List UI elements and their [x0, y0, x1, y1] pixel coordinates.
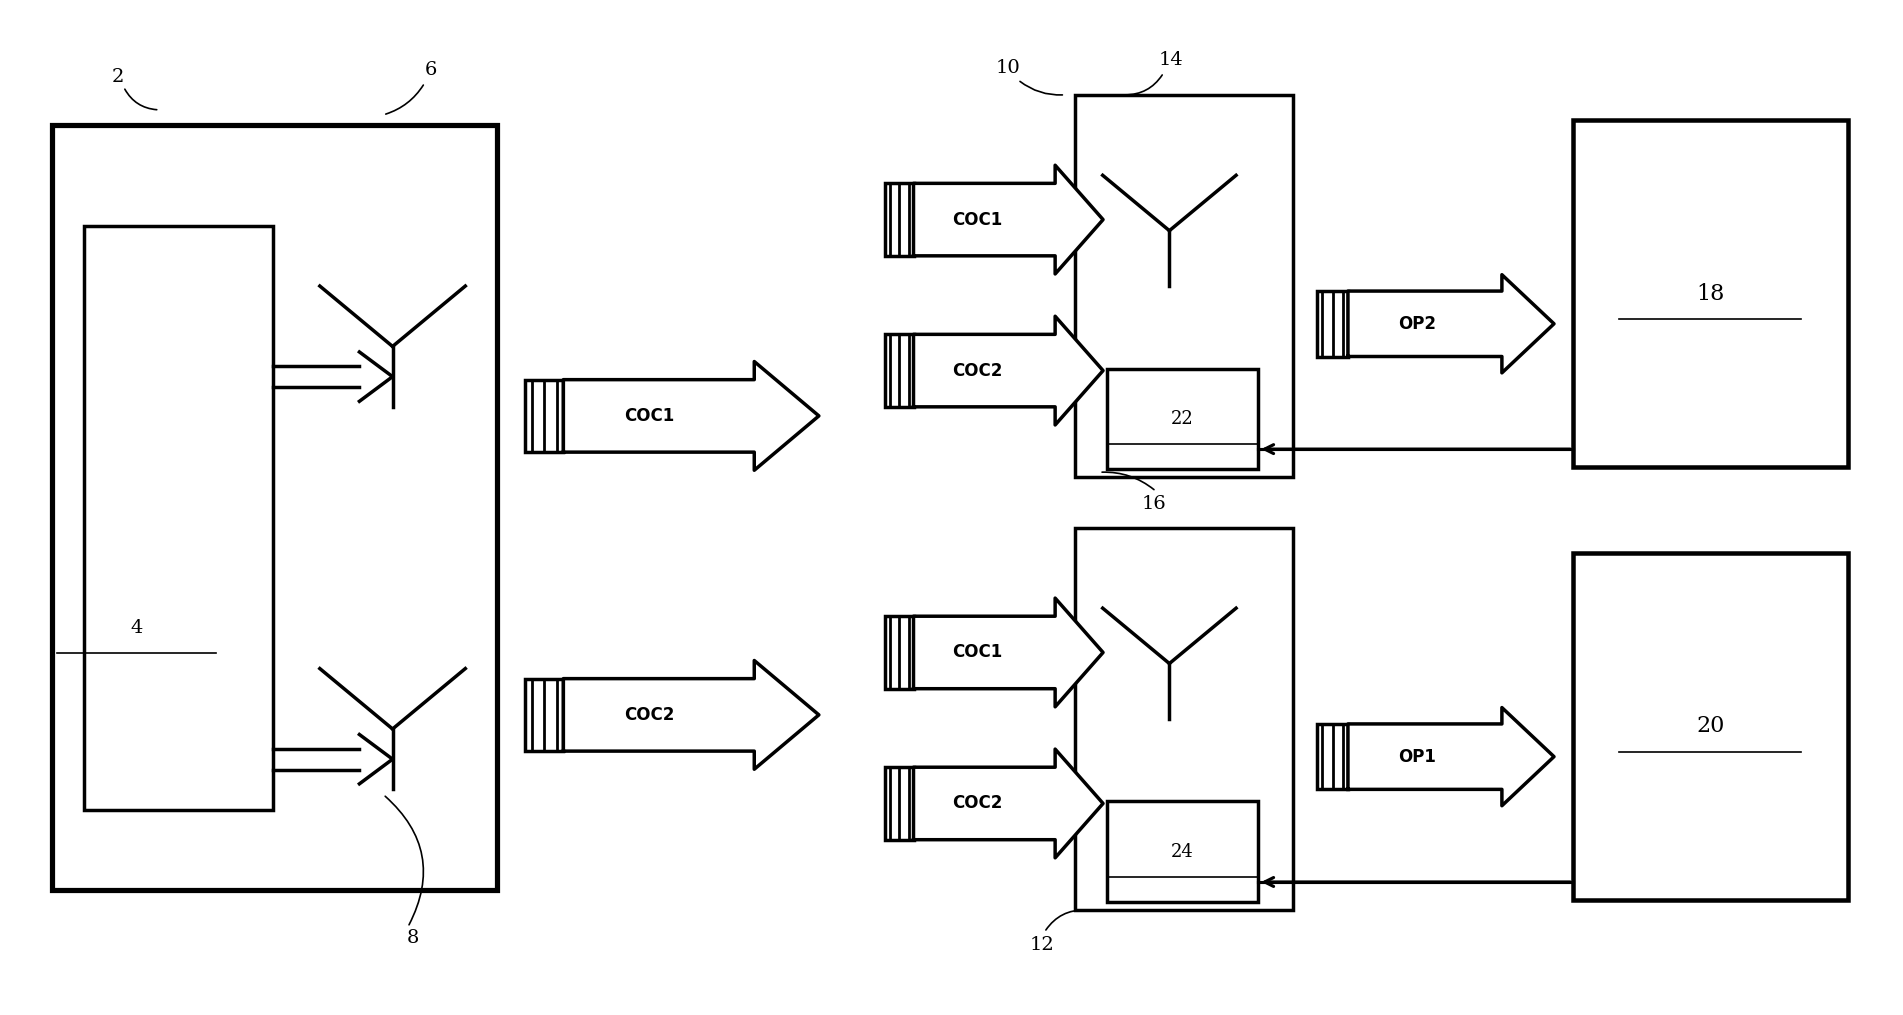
Polygon shape — [1347, 275, 1555, 373]
Bar — [1075, 94, 1292, 477]
Bar — [525, 679, 563, 751]
Bar — [1075, 528, 1292, 910]
Text: COC2: COC2 — [952, 361, 1003, 380]
Text: COC2: COC2 — [624, 705, 674, 724]
Polygon shape — [563, 661, 818, 769]
Bar — [84, 225, 274, 810]
Text: OP1: OP1 — [1399, 748, 1437, 765]
Bar — [525, 380, 563, 452]
Polygon shape — [563, 361, 818, 470]
Polygon shape — [913, 165, 1104, 274]
Text: 24: 24 — [1170, 842, 1193, 861]
Text: 22: 22 — [1170, 410, 1193, 428]
Bar — [1317, 724, 1347, 790]
Polygon shape — [913, 317, 1104, 425]
Bar — [1108, 368, 1258, 469]
Bar — [51, 125, 497, 890]
Text: 12: 12 — [1030, 937, 1054, 954]
Text: 6: 6 — [424, 61, 436, 78]
Text: OP2: OP2 — [1399, 315, 1437, 333]
Text: COC1: COC1 — [952, 644, 1003, 662]
Polygon shape — [913, 749, 1104, 858]
Text: 16: 16 — [1142, 495, 1167, 514]
Text: COC1: COC1 — [952, 210, 1003, 228]
Text: 20: 20 — [1696, 716, 1724, 738]
Text: 18: 18 — [1696, 282, 1724, 304]
Text: 10: 10 — [995, 59, 1020, 76]
Polygon shape — [1347, 707, 1555, 806]
Text: 4: 4 — [131, 619, 143, 637]
Text: 8: 8 — [407, 930, 419, 947]
Bar — [1574, 553, 1848, 900]
Bar — [1317, 291, 1347, 356]
Bar — [885, 616, 913, 689]
Polygon shape — [913, 598, 1104, 706]
Bar — [1108, 802, 1258, 902]
Bar — [1574, 120, 1848, 467]
Bar — [885, 334, 913, 407]
Text: COC2: COC2 — [952, 795, 1003, 812]
Text: 14: 14 — [1159, 51, 1184, 69]
Bar — [885, 767, 913, 839]
Text: 2: 2 — [112, 68, 124, 85]
Bar — [885, 184, 913, 256]
Text: COC1: COC1 — [624, 407, 674, 425]
